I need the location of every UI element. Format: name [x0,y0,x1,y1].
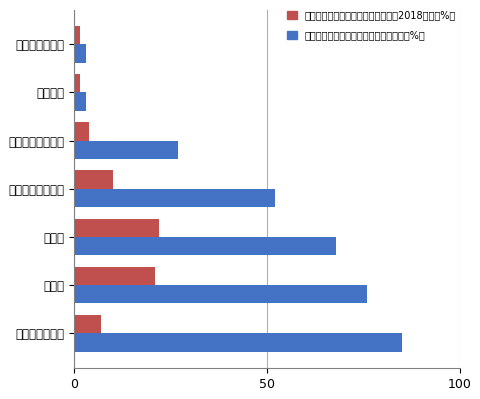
Bar [74,333,402,352]
Bar [74,219,159,237]
Bar [74,44,85,63]
Legend: テレワークを行っている人の割合（2018年）（%）, 技術的にテレワークが可能な人の割合（%）: テレワークを行っている人の割合（2018年）（%）, 技術的にテレワークが可能な… [284,7,459,43]
Bar [74,189,275,207]
Bar [74,74,80,93]
Bar [74,93,85,111]
Bar [74,315,101,333]
Bar [74,285,367,304]
Bar [74,26,80,44]
Bar [74,170,113,189]
Bar [74,237,336,255]
Bar [74,140,178,159]
Bar [74,267,155,285]
Bar [74,122,89,140]
